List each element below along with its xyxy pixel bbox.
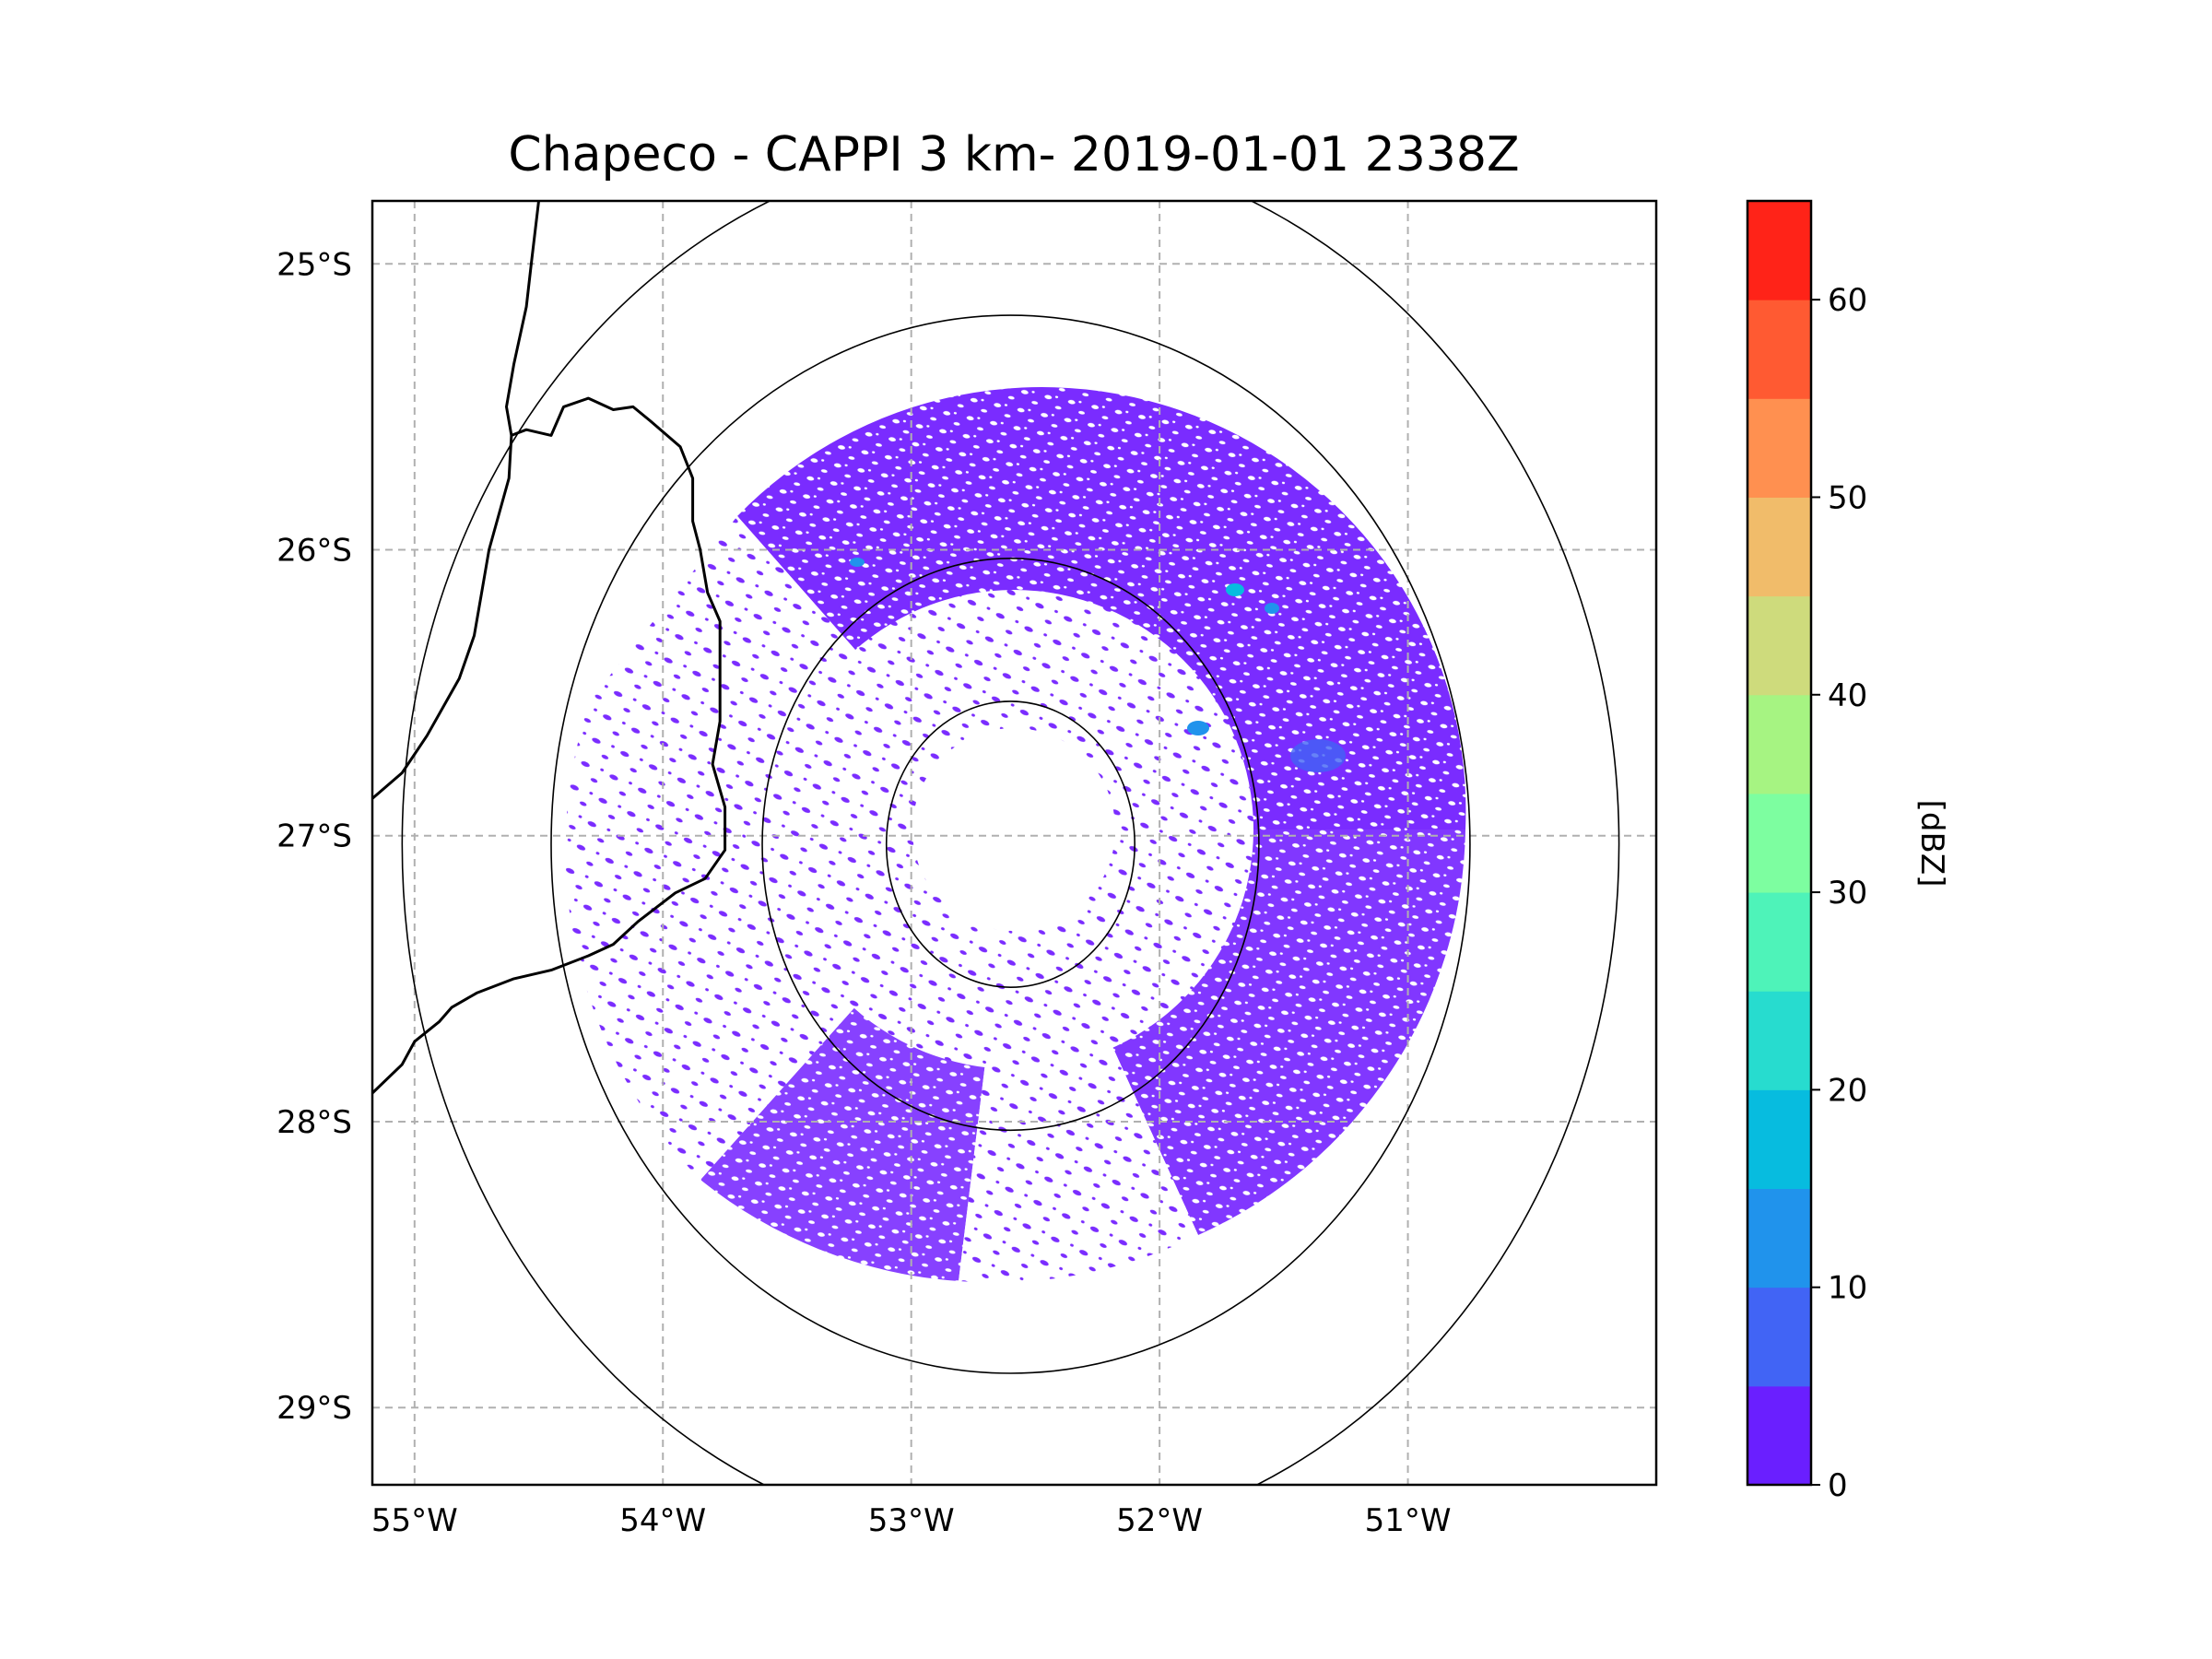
map-frame <box>371 199 1658 1487</box>
reflectivity-field <box>565 387 1466 1283</box>
range-ring <box>550 314 1471 1374</box>
colorbar-swatch <box>1747 398 1811 498</box>
colorbar-swatch <box>1747 1188 1811 1288</box>
colorbar-tick-label: 40 <box>1828 677 1867 714</box>
colorbar-swatch <box>1747 300 1811 399</box>
range-ring <box>761 558 1260 1132</box>
lon-tick-label: 54°W <box>619 1502 706 1539</box>
state-borders <box>372 201 727 1095</box>
lon-tick-label: 52°W <box>1116 1502 1203 1539</box>
colorbar-tick-label: 0 <box>1828 1467 1848 1504</box>
center-clear-zone <box>912 728 1115 931</box>
colorbar-tick-label: 10 <box>1828 1270 1867 1307</box>
latitude-labels: 25°S 26°S 27°S 28°S 29°S <box>276 246 352 1427</box>
colorbar-frame <box>1746 199 1813 1487</box>
border-line <box>372 201 540 800</box>
colorbar-swatch <box>1747 201 1811 300</box>
colorbar-swatch <box>1747 694 1811 794</box>
chart-title: Chapeco - CAPPI 3 km- 2019-01-01 2338Z <box>508 127 1519 182</box>
lon-tick-label: 53°W <box>868 1502 955 1539</box>
colorbar-swatch <box>1747 1089 1811 1190</box>
echo-core-2 <box>1265 603 1279 614</box>
echo-core-1 <box>1187 721 1209 735</box>
map-plot-area <box>372 201 1656 1485</box>
lon-tick-label: 55°W <box>371 1502 458 1539</box>
longitude-labels: 55°W 54°W 53°W 52°W 51°W <box>371 1502 1452 1539</box>
echo-core-5 <box>850 558 865 567</box>
colorbar: 0 10 20 30 40 50 60 <box>1746 199 1867 1504</box>
lat-tick-label: 27°S <box>276 818 352 855</box>
border-line <box>372 396 727 1095</box>
colorbar-tick-label: 30 <box>1828 875 1867 912</box>
colorbar-swatch <box>1747 892 1811 992</box>
lat-tick-label: 26°S <box>276 532 352 569</box>
echo-core-4 <box>1226 583 1244 596</box>
lat-tick-label: 28°S <box>276 1104 352 1141</box>
colorbar-label: [dBZ] <box>1913 800 1950 888</box>
lon-tick-label: 51°W <box>1365 1502 1452 1539</box>
range-rings <box>401 201 1620 1485</box>
colorbar-swatch <box>1747 497 1811 597</box>
range-ring <box>885 700 1135 988</box>
lat-tick-label: 29°S <box>276 1390 352 1427</box>
range-ring <box>401 201 1620 1485</box>
colorbar-tick-label: 60 <box>1828 282 1867 319</box>
colorbar-swatch <box>1747 1385 1811 1486</box>
colorbar-swatch <box>1747 595 1811 696</box>
colorbar-tick-label: 50 <box>1828 479 1867 516</box>
colorbar-swatch <box>1747 793 1811 893</box>
echo-core-3 <box>1290 739 1346 772</box>
colorbar-tick-label: 20 <box>1828 1072 1867 1109</box>
lat-tick-label: 25°S <box>276 246 352 283</box>
colorbar-swatch <box>1747 1287 1811 1387</box>
colorbar-swatch <box>1747 991 1811 1090</box>
